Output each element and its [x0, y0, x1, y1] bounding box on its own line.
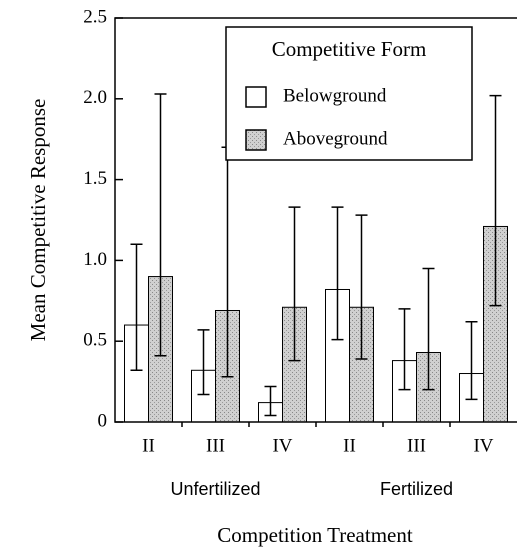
legend-swatch	[245, 86, 267, 108]
error-bar	[489, 94, 502, 307]
error-bar	[465, 321, 478, 401]
x-tick-label: III	[206, 435, 225, 456]
group-label: Unfertilized	[170, 479, 260, 499]
x-tick-label: III	[407, 435, 426, 456]
y-tick-label: 0.5	[83, 330, 107, 351]
group-label: Fertilized	[380, 479, 453, 499]
legend-box	[225, 26, 473, 161]
legend-title: Competitive Form	[272, 37, 427, 61]
y-tick-label: 1.0	[83, 249, 107, 270]
y-tick-label: 2.0	[83, 87, 107, 108]
y-tick-label: 0	[98, 410, 108, 431]
error-bar	[422, 267, 435, 391]
x-tick-label: II	[343, 435, 356, 456]
error-bar	[130, 243, 143, 372]
error-bar	[398, 308, 411, 391]
error-bar	[331, 206, 344, 341]
y-axis-title: Mean Competitive Response	[26, 99, 50, 342]
legend-swatch	[245, 129, 267, 151]
x-tick-label: IV	[473, 435, 493, 456]
legend-label: Aboveground	[283, 128, 388, 149]
error-bar	[288, 206, 301, 362]
y-tick-label: 1.5	[83, 168, 107, 189]
error-bar	[154, 93, 167, 357]
error-bar	[264, 385, 277, 417]
y-tick-label: 2.5	[83, 6, 107, 27]
x-axis-title: Competition Treatment	[217, 523, 413, 547]
error-bar	[197, 329, 210, 396]
legend-label: Belowground	[283, 85, 387, 106]
x-tick-label: IV	[272, 435, 292, 456]
x-tick-label: II	[142, 435, 155, 456]
error-bar	[355, 214, 368, 360]
